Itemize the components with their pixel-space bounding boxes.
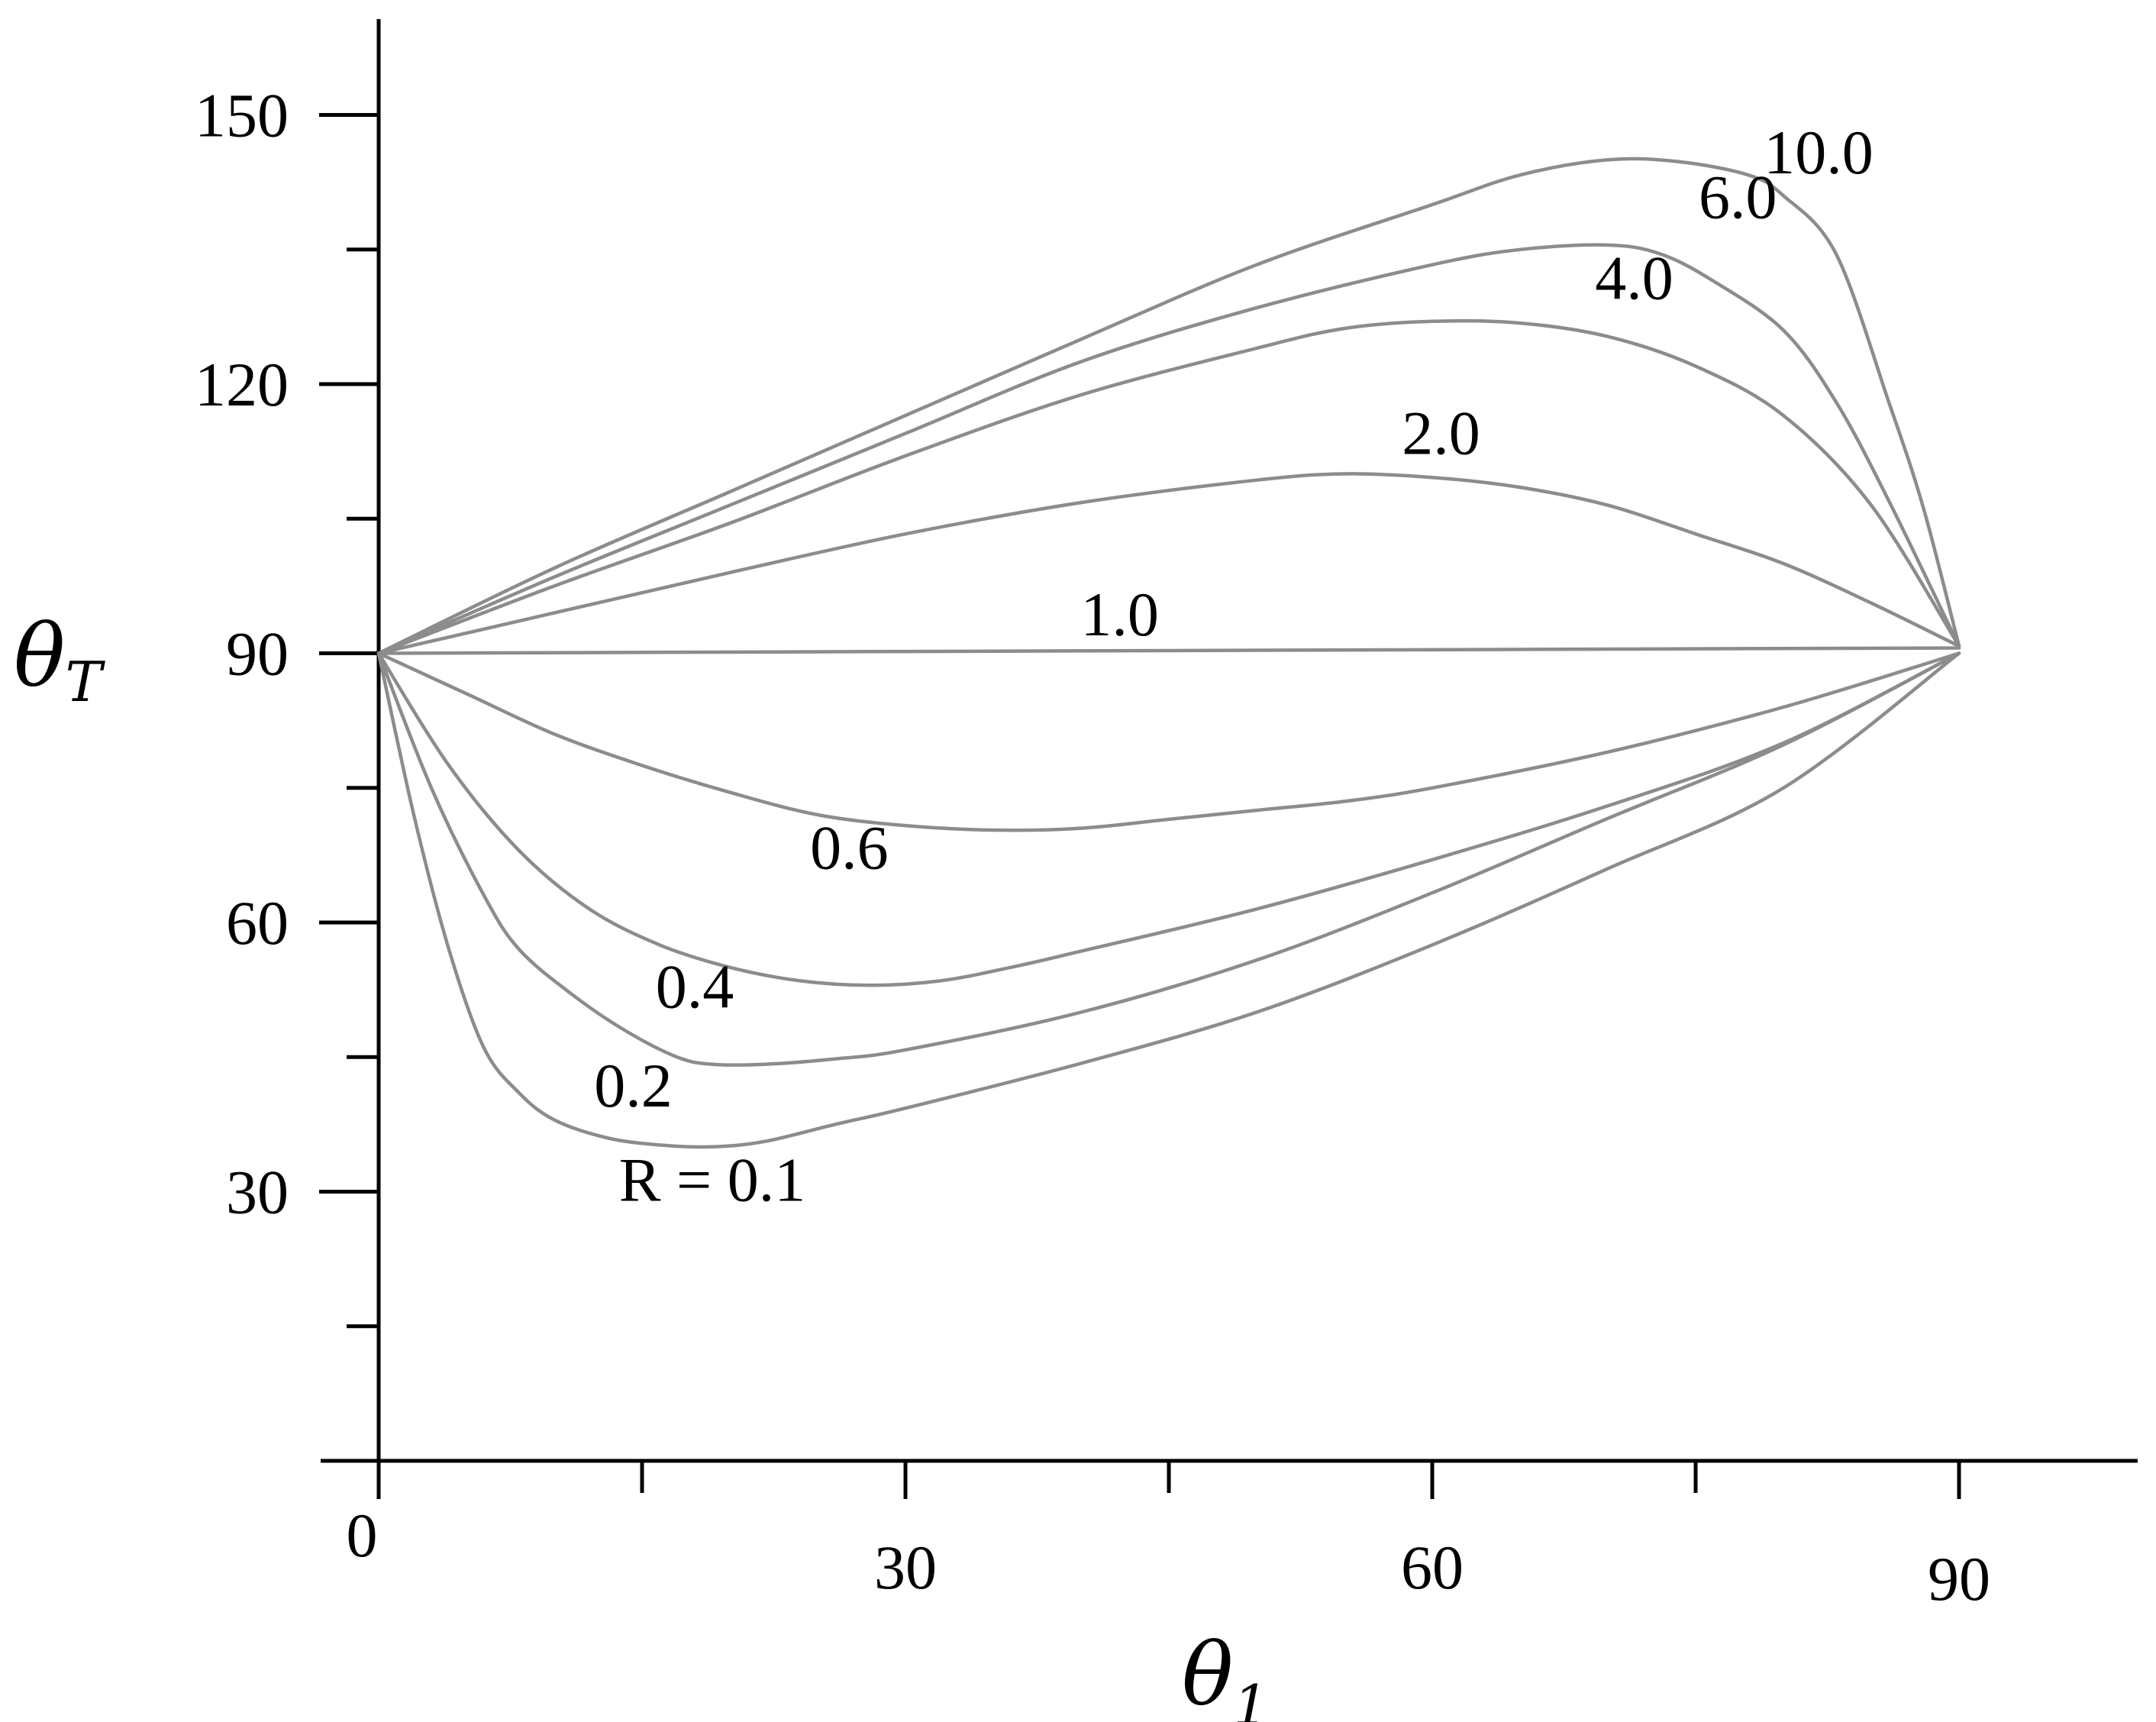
curve-line: [376, 472, 1961, 655]
tick-labels: 30 60 90 120 150 0 30 60 90: [195, 81, 1990, 1614]
y-tick-label: 120: [195, 350, 289, 419]
curve-line: [376, 651, 1961, 1067]
y-tick-label: 90: [226, 619, 289, 689]
curves: [376, 157, 1961, 1149]
axes: [321, 19, 2138, 1463]
y-axis-title: θT: [14, 607, 105, 714]
curve-line: [376, 318, 1961, 655]
curve-labels: R = 0.1 0.2 0.4 0.6 1.0 2.0 4.0 6.010.0: [594, 118, 1874, 1214]
curve-label: 0.4: [656, 952, 734, 1022]
curve-line: [376, 243, 1961, 655]
x-axis-title-main: θ: [1182, 1626, 1233, 1722]
curve-line: [376, 651, 1961, 987]
curve-label: 4.0: [1595, 243, 1673, 312]
x-tick-label: 30: [874, 1533, 937, 1602]
ticks: [319, 113, 1961, 1499]
curve-line: [376, 651, 1961, 832]
x-tick-label: 0: [347, 1501, 378, 1570]
x-axis-title: θ1: [1182, 1626, 1268, 1722]
curve-label: 6.0: [1699, 163, 1777, 232]
curve-label: 10.0: [1764, 118, 1874, 187]
y-tick-label: 30: [226, 1158, 289, 1227]
curve-line: [376, 157, 1961, 655]
y-tick-label: 150: [195, 81, 289, 150]
y-axis-title-main: θ: [14, 607, 65, 706]
curve-label: 2.0: [1402, 399, 1480, 468]
x-tick-label: 60: [1401, 1533, 1464, 1602]
curve-label: R = 0.1: [619, 1145, 805, 1214]
curve-line: [376, 651, 1961, 1149]
x-tick-label: 90: [1928, 1544, 1990, 1614]
curve-label: 1.0: [1080, 580, 1159, 649]
curve-label: 0.2: [594, 1051, 673, 1120]
y-tick-label: 60: [226, 888, 289, 958]
y-axis-title-sub: T: [65, 650, 105, 714]
curve-label: 0.6: [810, 813, 889, 883]
x-axis-title-sub: 1: [1233, 1673, 1268, 1722]
curve-line: [376, 646, 1961, 655]
